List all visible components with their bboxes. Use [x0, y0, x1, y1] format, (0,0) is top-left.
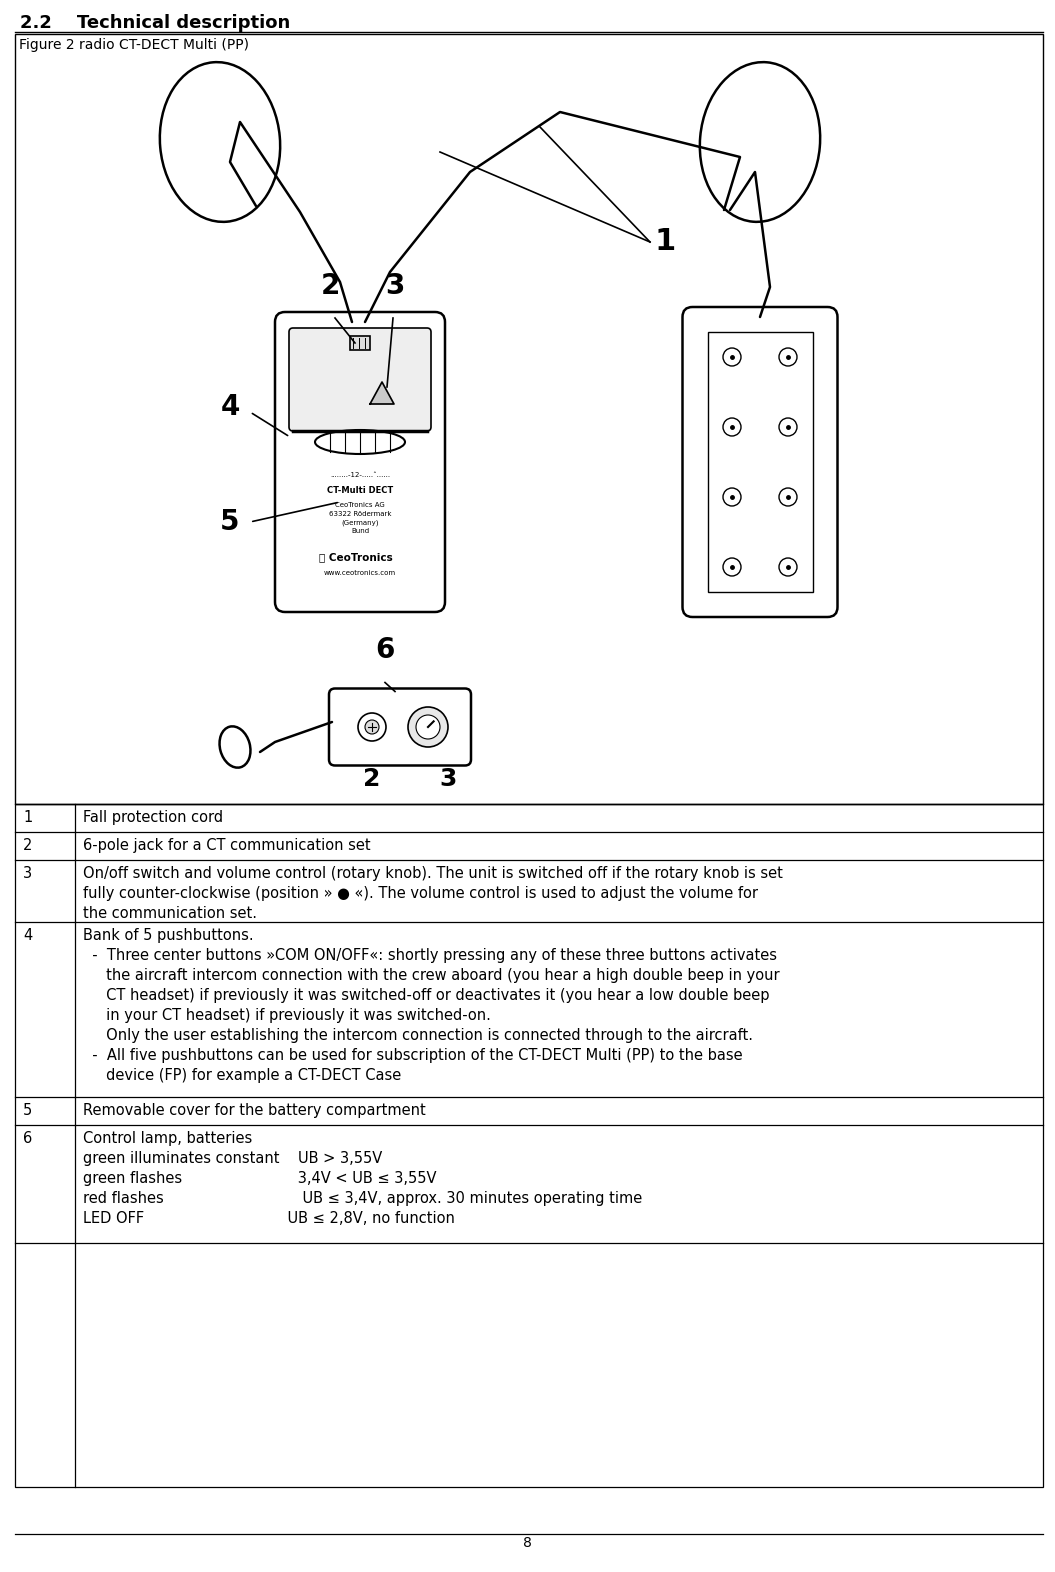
- Text: 6: 6: [23, 1130, 33, 1146]
- FancyBboxPatch shape: [329, 689, 471, 766]
- Text: ........-12-.....ˆ......: ........-12-.....ˆ......: [330, 472, 390, 478]
- Text: 4: 4: [220, 393, 239, 421]
- Circle shape: [723, 347, 741, 366]
- Circle shape: [779, 418, 797, 435]
- Bar: [15, 35, 1043, 803]
- Text: CeoTronics AG
63322 Rödermark
(Germany)
Bund: CeoTronics AG 63322 Rödermark (Germany) …: [329, 501, 391, 534]
- FancyBboxPatch shape: [275, 311, 445, 612]
- Text: Fall protection cord: Fall protection cord: [83, 810, 223, 825]
- FancyBboxPatch shape: [708, 332, 812, 593]
- Text: Removable cover for the battery compartment: Removable cover for the battery compartm…: [83, 1104, 426, 1118]
- Circle shape: [779, 347, 797, 366]
- Text: Figure 2 radio CT-DECT Multi (PP): Figure 2 radio CT-DECT Multi (PP): [19, 38, 249, 52]
- Polygon shape: [370, 382, 394, 404]
- Text: CT-Multi DECT: CT-Multi DECT: [327, 486, 394, 495]
- Text: On/off switch and volume control (rotary knob). The unit is switched off if the : On/off switch and volume control (rotary…: [83, 866, 783, 921]
- Ellipse shape: [315, 431, 405, 454]
- Text: 2: 2: [363, 767, 381, 791]
- Text: 6: 6: [376, 637, 395, 665]
- Circle shape: [779, 558, 797, 575]
- Circle shape: [416, 715, 440, 739]
- Circle shape: [358, 714, 386, 740]
- Text: 5: 5: [23, 1104, 33, 1118]
- Bar: [15, 803, 1043, 1487]
- Text: 3: 3: [23, 866, 32, 880]
- Circle shape: [408, 707, 448, 747]
- Text: 1: 1: [23, 810, 33, 825]
- Circle shape: [723, 418, 741, 435]
- Circle shape: [723, 487, 741, 506]
- Text: 2: 2: [23, 838, 33, 854]
- Text: 6-pole jack for a CT communication set: 6-pole jack for a CT communication set: [83, 838, 370, 854]
- FancyBboxPatch shape: [683, 307, 838, 616]
- Text: 2.2    Technical description: 2.2 Technical description: [20, 14, 290, 31]
- Text: Control lamp, batteries
green illuminates constant    UB > 3,55V
green flashes  : Control lamp, batteries green illuminate…: [83, 1130, 642, 1226]
- FancyBboxPatch shape: [350, 336, 370, 351]
- FancyBboxPatch shape: [289, 329, 431, 431]
- Text: Bank of 5 pushbuttons.
  -  Three center buttons »COM ON/OFF«: shortly pressing : Bank of 5 pushbuttons. - Three center bu…: [83, 927, 780, 1083]
- Circle shape: [779, 487, 797, 506]
- Text: Ⓢ CeoTronics: Ⓢ CeoTronics: [319, 552, 392, 563]
- Text: 8: 8: [522, 1536, 532, 1550]
- Text: www.ceotronics.com: www.ceotronics.com: [324, 571, 396, 575]
- Circle shape: [723, 558, 741, 575]
- Circle shape: [365, 720, 379, 734]
- Text: 2: 2: [321, 272, 340, 300]
- Text: 1: 1: [655, 228, 676, 256]
- Text: 4: 4: [23, 927, 33, 943]
- Text: 3: 3: [439, 767, 457, 791]
- Text: 5: 5: [220, 508, 239, 536]
- Text: 3: 3: [385, 272, 405, 300]
